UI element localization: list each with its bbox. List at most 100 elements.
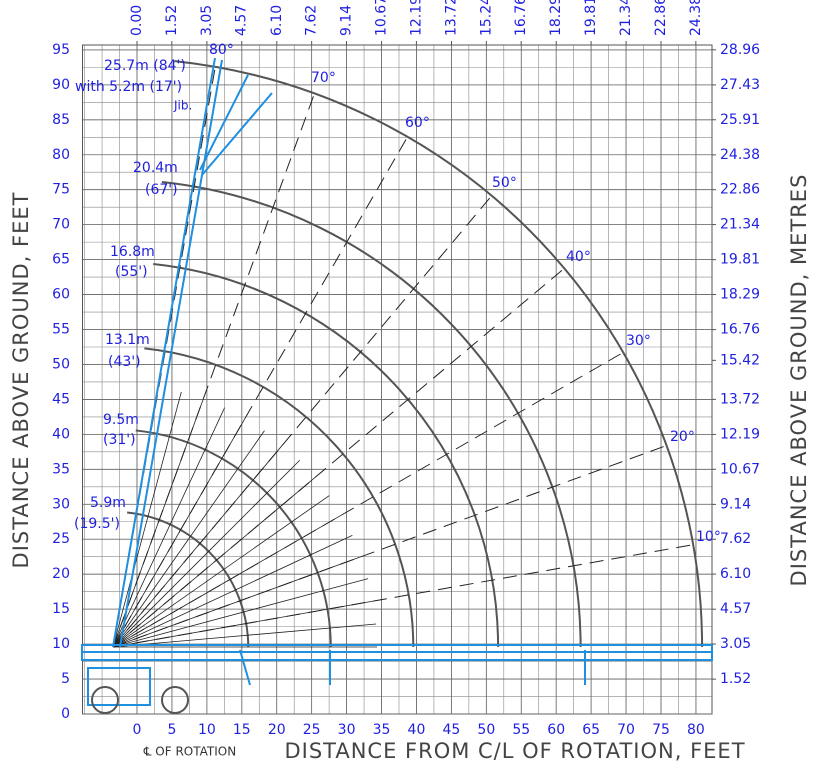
y2-tick-label: 13.72 bbox=[720, 391, 760, 407]
chart: DISTANCE ABOVE GROUND, FEET DISTANCE ABO… bbox=[0, 0, 816, 769]
x-tick-label: 60 bbox=[547, 722, 565, 738]
x2-tick-label: 3.05 bbox=[199, 5, 215, 36]
y-tick-label: 40 bbox=[52, 426, 70, 442]
x2-tick-label: 9.14 bbox=[338, 5, 354, 36]
boom-label: with 5.2m (17') bbox=[75, 79, 182, 95]
x2-tick-label: 10.67 bbox=[374, 0, 390, 36]
y2-tick-label: 15.42 bbox=[720, 352, 760, 368]
y2-tick-label: 12.19 bbox=[720, 426, 760, 442]
boom-label: (31') bbox=[103, 432, 136, 448]
x-tick-label: 5 bbox=[167, 722, 176, 738]
angle-label: 60° bbox=[405, 115, 430, 131]
boom-label: 13.1m bbox=[105, 332, 150, 348]
x-tick-label: 70 bbox=[617, 722, 635, 738]
x2-tick-label: 15.24 bbox=[478, 0, 494, 36]
y2-tick-label: 7.62 bbox=[720, 531, 751, 547]
y2-tick-label: 19.81 bbox=[720, 252, 760, 268]
x2-tick-label: 13.72 bbox=[443, 0, 459, 36]
y-tick-label: 70 bbox=[52, 217, 70, 233]
x2-tick-label: 12.19 bbox=[408, 0, 424, 36]
y-tick-label: 50 bbox=[52, 356, 70, 372]
y-tick-label: 30 bbox=[52, 496, 70, 512]
x-tick-label: 35 bbox=[373, 722, 391, 738]
x-tick-label: 75 bbox=[652, 722, 670, 738]
x2-tick-label: 4.57 bbox=[234, 5, 250, 36]
wheel bbox=[162, 687, 188, 713]
rotation-note: ℄ OF ROTATION bbox=[143, 745, 236, 759]
y-tick-label: 10 bbox=[52, 636, 70, 652]
y-tick-label: 25 bbox=[52, 531, 70, 547]
y-tick-label: 35 bbox=[52, 461, 70, 477]
y-tick-label: 0 bbox=[61, 706, 70, 722]
x-tick-label: 15 bbox=[233, 722, 251, 738]
y-tick-label: 75 bbox=[52, 182, 70, 198]
x2-tick-label: 16.76 bbox=[513, 0, 529, 36]
x-tick-label: 40 bbox=[408, 722, 426, 738]
arcs bbox=[113, 61, 702, 647]
y2-tick-label: 22.86 bbox=[720, 182, 760, 198]
y2-tick-label: 21.34 bbox=[720, 217, 760, 233]
y2-tick-label: 9.14 bbox=[720, 496, 751, 512]
y-tick-label: 5 bbox=[61, 671, 70, 687]
angle-label: 80° bbox=[209, 42, 234, 58]
boom-label: 25.7m (84') bbox=[104, 58, 186, 74]
boom-label: 16.8m bbox=[110, 244, 155, 260]
x-tick-label: 50 bbox=[477, 722, 495, 738]
boom-label: (19.5') bbox=[74, 516, 120, 532]
x2-tick-label: 7.62 bbox=[304, 5, 320, 36]
labels: 0 5 10 15 20 25 30 35 40 45 50 55 60 65 70 75 80 0 5 10 15 20… bbox=[52, 0, 760, 738]
x-tick-label: 65 bbox=[582, 722, 600, 738]
boom-arc bbox=[162, 182, 581, 647]
y-tick-label: 45 bbox=[52, 391, 70, 407]
x2-tick-label: 6.10 bbox=[269, 5, 285, 36]
x-tick-label: 25 bbox=[303, 722, 321, 738]
y2-axis-title: DISTANCE ABOVE GROUND, METRES bbox=[787, 174, 811, 587]
boom-label: (55') bbox=[115, 264, 148, 280]
boom-label: 9.5m bbox=[103, 412, 139, 428]
y-tick-label: 60 bbox=[52, 287, 70, 303]
y2-tick-label: 16.76 bbox=[720, 322, 760, 338]
fan-line bbox=[113, 557, 361, 647]
y2-tick-label: 4.57 bbox=[720, 601, 751, 617]
x-tick-label: 55 bbox=[512, 722, 530, 738]
x-tick-label: 80 bbox=[687, 722, 705, 738]
boom-arc bbox=[175, 61, 703, 647]
boom-label: Jib. bbox=[173, 99, 192, 113]
y2-tick-label: 18.29 bbox=[720, 287, 760, 303]
x-tick-label: 0 bbox=[133, 722, 142, 738]
y-tick-label: 90 bbox=[52, 77, 70, 93]
angle-label: 10° bbox=[696, 529, 721, 545]
y2-tick-label: 10.67 bbox=[720, 461, 760, 477]
y2-tick-label: 27.43 bbox=[720, 77, 760, 93]
x-axis-title: DISTANCE FROM C/L OF ROTATION, FEET bbox=[284, 739, 745, 763]
x2-tick-label: 19.81 bbox=[583, 0, 599, 36]
boom-label: 5.9m bbox=[90, 495, 126, 511]
x2-tick-label: 21.34 bbox=[618, 0, 634, 36]
boom-label: 20.4m bbox=[133, 160, 178, 176]
y2-tick-label: 28.96 bbox=[720, 42, 760, 58]
y-tick-label: 85 bbox=[52, 112, 70, 128]
x2-tick-label: 1.52 bbox=[164, 5, 180, 36]
fan-line bbox=[113, 392, 181, 647]
fan-line bbox=[113, 624, 376, 647]
y-axis-title: DISTANCE ABOVE GROUND, FEET bbox=[9, 192, 33, 569]
x-tick-label: 10 bbox=[198, 722, 216, 738]
fan-line bbox=[113, 535, 352, 647]
grid bbox=[83, 45, 713, 714]
y2-tick-label: 25.91 bbox=[720, 112, 760, 128]
boom-label: (43') bbox=[108, 354, 141, 370]
y-tick-label: 15 bbox=[52, 601, 70, 617]
y-tick-label: 95 bbox=[52, 42, 70, 58]
boom-arc bbox=[153, 264, 498, 647]
angle-label: 30° bbox=[626, 333, 651, 349]
y-tick-label: 55 bbox=[52, 322, 70, 338]
angle-label: 20° bbox=[670, 429, 695, 445]
x-tick-label: 20 bbox=[268, 722, 286, 738]
truck-body bbox=[88, 668, 150, 705]
y2-tick-label: 1.52 bbox=[720, 671, 751, 687]
x-tick-label: 30 bbox=[338, 722, 356, 738]
y2-tick-label: 24.38 bbox=[720, 147, 760, 163]
x2-tick-label: 18.29 bbox=[548, 0, 564, 36]
plot-frame bbox=[83, 45, 713, 714]
angle-label: 40° bbox=[566, 249, 591, 265]
